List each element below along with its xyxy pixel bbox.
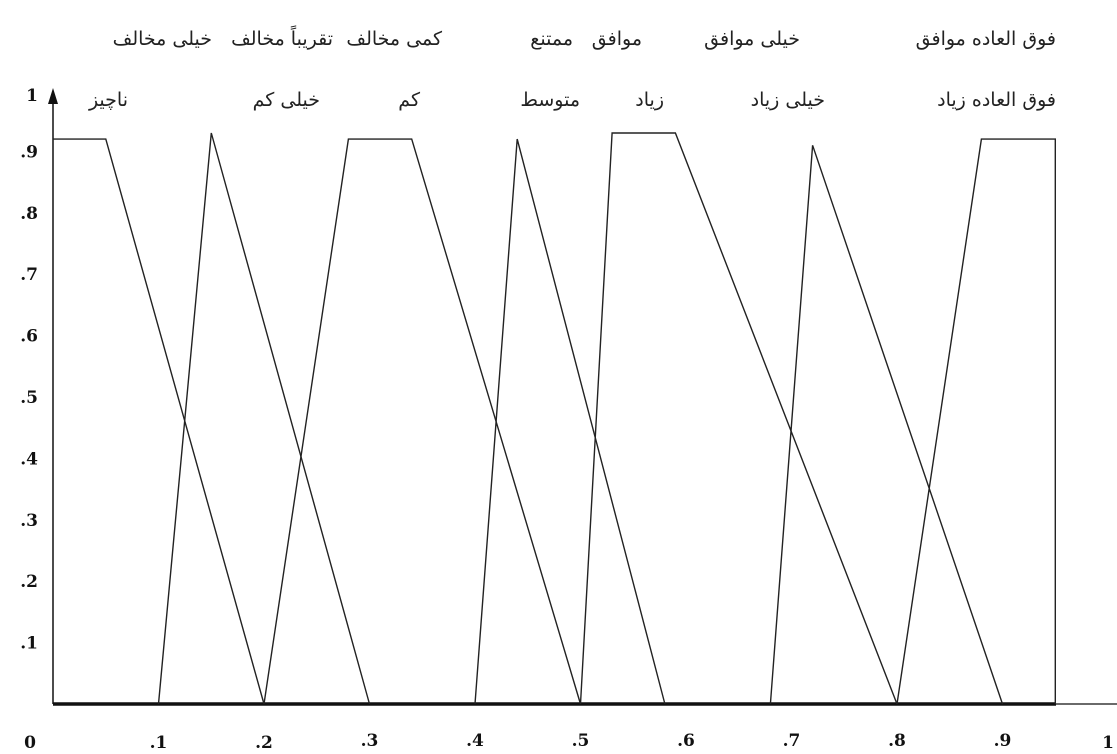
- y-tick-label: .9: [20, 142, 38, 162]
- x-tick-label: .3: [361, 731, 379, 751]
- top-row-label: موافق: [592, 28, 642, 50]
- y-tick-label: .8: [20, 204, 38, 224]
- membership-curve-4: [474, 138, 666, 705]
- x-tick-label: .2: [255, 733, 273, 753]
- x-tick-label: .1: [150, 733, 168, 753]
- second-row-label: متوسط: [520, 89, 580, 111]
- y-tick-label: .1: [20, 634, 38, 654]
- x-tick-label: .7: [783, 731, 801, 751]
- x-tick-label: .6: [677, 731, 695, 751]
- top-row-label: ممتنع: [530, 28, 573, 50]
- tick-labels: 0 .1 .2 .3 .4 .5 .6 .7 .8 .9 1 .1 .2 .3 .4 .5 .6 .7 .8 .9 1: [20, 86, 1114, 753]
- category-labels: خیلی مخالف تقریباً مخالف کمی مخالف ممتنع موا…: [88, 25, 1056, 111]
- x-tick-label: .5: [572, 731, 590, 751]
- axes: [48, 88, 1117, 706]
- top-row-label: تقریباً مخالف: [231, 25, 333, 50]
- x-tick-label: .8: [888, 731, 906, 751]
- membership-curve-5: [579, 132, 898, 705]
- x-tick-label: 1: [1102, 733, 1114, 753]
- y-tick-label: .2: [20, 572, 38, 592]
- second-row-label: خیلی زیاد: [751, 89, 825, 111]
- top-row-label: فوق العاده موافق: [916, 28, 1056, 50]
- second-row-label: زیاد: [635, 89, 664, 111]
- y-tick-label: .3: [20, 511, 38, 531]
- membership-curve-2: [157, 132, 371, 705]
- y-tick-label: 1: [26, 86, 38, 106]
- y-tick-label: .6: [20, 327, 38, 347]
- y-axis-arrow: [48, 88, 58, 104]
- second-row-label: فوق العاده زیاد: [937, 89, 1056, 111]
- y-tick-label: .7: [20, 265, 38, 285]
- membership-curve-3: [263, 138, 582, 705]
- x-tick-label: .9: [994, 731, 1012, 751]
- second-row-label: ناچیز: [88, 89, 128, 111]
- y-tick-label: .5: [20, 388, 38, 408]
- x-tick-label: 0: [24, 733, 36, 753]
- membership-curve-6: [769, 145, 1004, 705]
- membership-curve-1: [53, 138, 265, 705]
- y-tick-label: .4: [20, 449, 38, 469]
- x-tick-label: .4: [466, 731, 484, 751]
- membership-curves: [53, 132, 1057, 705]
- top-row-label: خیلی مخالف: [113, 28, 212, 50]
- top-row-label: کمی مخالف: [346, 28, 443, 50]
- top-row-label: خیلی موافق: [704, 28, 800, 50]
- second-row-label: خیلی کم: [253, 89, 320, 111]
- membership-curve-7: [896, 138, 1057, 705]
- second-row-label: کم: [398, 89, 421, 111]
